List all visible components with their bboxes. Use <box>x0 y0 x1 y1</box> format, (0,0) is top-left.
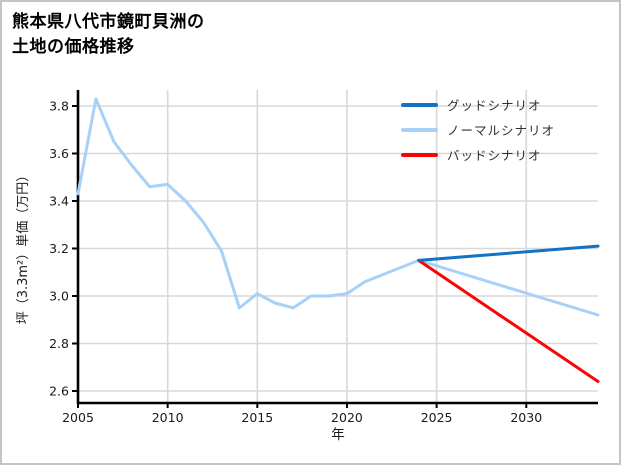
good-scenario-line-swatch <box>401 102 438 107</box>
y-axis-title: 坪（3.3m²）単価（万円） <box>15 169 31 325</box>
x-tick-label: 2010 <box>152 410 184 425</box>
legend-label-bad: バッドシナリオ <box>447 148 542 163</box>
chart-title-line1: 熊本県八代市鏡町貝洲の <box>12 12 205 32</box>
bad-scenario-line-swatch <box>401 152 438 157</box>
x-tick-label: 2025 <box>421 410 453 425</box>
normal-scenario-line-swatch <box>401 127 438 132</box>
chart-title: 熊本県八代市鏡町貝洲の 土地の価格推移 <box>12 10 205 60</box>
series-line-グッドシナリオ <box>417 244 600 262</box>
y-tick-label: 3.4 <box>49 194 69 209</box>
chart-legend: グッドシナリオ ノーマルシナリオ バッドシナリオ <box>401 92 555 167</box>
legend-item-normal: ノーマルシナリオ <box>401 117 555 142</box>
x-tick-label: 2005 <box>62 410 94 425</box>
legend-item-good: グッドシナリオ <box>401 92 555 117</box>
y-tick-label: 2.8 <box>49 336 69 351</box>
y-tick-label: 3.2 <box>49 241 69 256</box>
x-tick-label: 2030 <box>510 410 542 425</box>
y-tick-label: 3.0 <box>49 289 69 304</box>
y-tick-label: 3.6 <box>49 146 69 161</box>
chart-title-line2: 土地の価格推移 <box>12 37 135 57</box>
legend-label-normal: ノーマルシナリオ <box>447 123 556 138</box>
y-tick-label: 2.6 <box>49 384 69 399</box>
series-line-ノーマルシナリオ <box>76 97 600 317</box>
legend-label-good: グッドシナリオ <box>447 98 542 113</box>
y-tick-label: 3.8 <box>49 99 69 114</box>
series-line-バッドシナリオ <box>417 258 600 383</box>
x-axis-title: 年 <box>331 427 345 443</box>
x-tick-label: 2020 <box>331 410 363 425</box>
legend-item-bad: バッドシナリオ <box>401 142 555 167</box>
x-tick-label: 2015 <box>241 410 273 425</box>
